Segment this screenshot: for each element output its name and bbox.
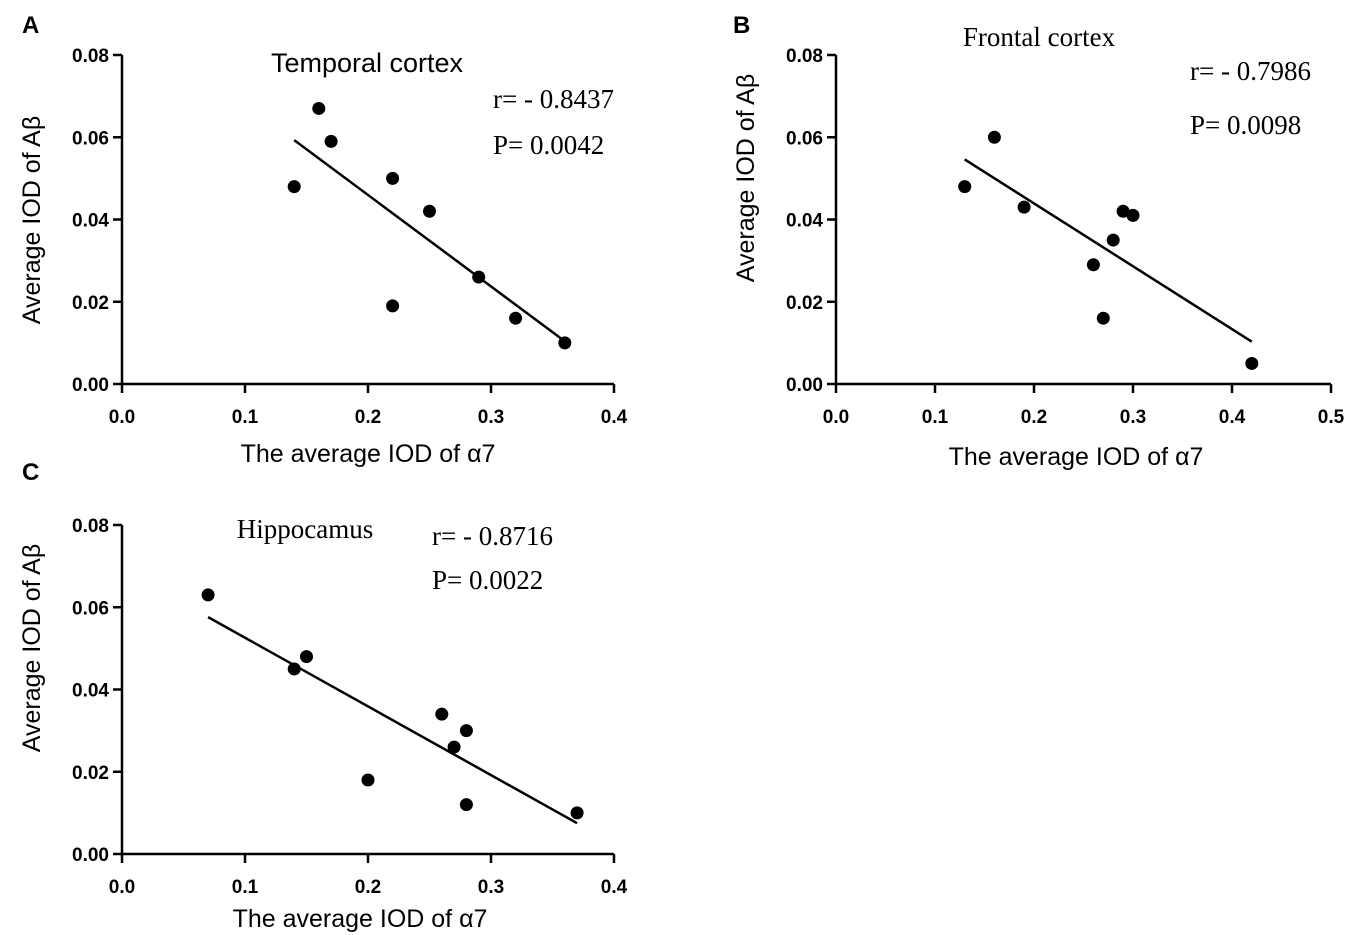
data-point bbox=[987, 130, 1001, 144]
y-tick-label: 0.02 bbox=[72, 293, 109, 314]
panel-label: B bbox=[733, 12, 750, 39]
data-point bbox=[287, 662, 301, 676]
y-tick-label: 0.06 bbox=[72, 598, 109, 619]
regression-line bbox=[964, 158, 1253, 343]
x-tick-label: 0.4 bbox=[601, 877, 628, 898]
x-tick-label: 0.2 bbox=[355, 407, 381, 428]
x-tick-label: 0.0 bbox=[109, 877, 135, 898]
data-point bbox=[1126, 208, 1140, 222]
chart-title: Temporal cortex bbox=[271, 48, 464, 78]
y-tick-label: 0.04 bbox=[786, 211, 823, 232]
x-tick-label: 0.2 bbox=[1021, 407, 1047, 428]
y-tick-label: 0.02 bbox=[786, 293, 823, 314]
data-point bbox=[570, 806, 584, 820]
data-point bbox=[312, 101, 326, 115]
data-point bbox=[435, 707, 449, 721]
panel-a: A 0.0 0.1 0.2 0.3 0.4 0.00 0.02 0.04 0.06 0.08 The … bbox=[18, 12, 628, 468]
data-point bbox=[1245, 356, 1259, 370]
x-axis-title: The average IOD of α7 bbox=[233, 905, 488, 933]
data-point bbox=[300, 650, 313, 664]
p-value-label: P= 0.0098 bbox=[1190, 110, 1301, 140]
y-tick-label: 0.08 bbox=[72, 516, 109, 537]
x-tick-label: 0.0 bbox=[109, 407, 135, 428]
data-point bbox=[386, 299, 400, 313]
y-axis-title: Average IOD of Aβ bbox=[18, 116, 46, 324]
data-point bbox=[1106, 233, 1120, 247]
data-point bbox=[287, 180, 301, 194]
data-point bbox=[423, 204, 436, 218]
x-tick-label: 0.3 bbox=[1120, 407, 1146, 428]
x-tick-label: 0.3 bbox=[478, 407, 504, 428]
regression-line bbox=[293, 139, 566, 343]
correlation-r-label: r= - 0.8716 bbox=[432, 521, 553, 551]
x-axis-title: The average IOD of α7 bbox=[949, 443, 1204, 471]
panel-label: A bbox=[22, 12, 39, 39]
data-point bbox=[1116, 204, 1130, 218]
y-tick-label: 0.00 bbox=[72, 845, 109, 866]
x-tick-label: 0.0 bbox=[823, 407, 849, 428]
data-point bbox=[958, 180, 972, 194]
correlation-r-label: r= - 0.7986 bbox=[1190, 56, 1311, 86]
y-tick-label: 0.06 bbox=[786, 128, 823, 149]
data-point bbox=[472, 270, 486, 284]
data-point bbox=[509, 311, 523, 325]
x-tick-label: 0.1 bbox=[922, 407, 949, 428]
chart-title: Hippocamus bbox=[237, 514, 373, 544]
data-point bbox=[386, 171, 400, 185]
panel-c: C 0.0 0.1 0.2 0.3 0.4 0.00 0.02 0.04 0.06 0.08 The … bbox=[18, 459, 628, 933]
panel-label: C bbox=[22, 459, 39, 486]
y-tick-label: 0.06 bbox=[72, 128, 109, 149]
data-point bbox=[1086, 258, 1100, 272]
x-tick-label: 0.4 bbox=[1219, 407, 1246, 428]
panel-b: B 0.0 0.1 0.2 0.3 0.4 0.5 0.00 0.02 0.04 0.06 0.08 T… bbox=[732, 12, 1345, 471]
p-value-label: P= 0.0022 bbox=[432, 565, 543, 595]
regression-line bbox=[207, 616, 578, 825]
y-tick-label: 0.02 bbox=[72, 763, 109, 784]
data-point bbox=[558, 336, 572, 350]
y-tick-label: 0.00 bbox=[72, 375, 109, 396]
chart-title: Frontal cortex bbox=[963, 22, 1116, 52]
x-axis-title: The average IOD of α7 bbox=[241, 440, 496, 468]
y-tick-label: 0.08 bbox=[786, 46, 823, 67]
data-point bbox=[447, 740, 461, 754]
y-tick-label: 0.00 bbox=[786, 375, 823, 396]
correlation-r-label: r= - 0.8437 bbox=[493, 84, 614, 114]
x-tick-label: 0.4 bbox=[601, 407, 628, 428]
data-point bbox=[1017, 200, 1031, 214]
y-tick-label: 0.04 bbox=[72, 211, 109, 232]
y-tick-label: 0.08 bbox=[72, 46, 109, 67]
x-tick-label: 0.1 bbox=[232, 877, 259, 898]
data-point bbox=[1096, 311, 1110, 325]
y-tick-label: 0.04 bbox=[72, 681, 109, 702]
data-point bbox=[324, 134, 338, 148]
p-value-label: P= 0.0042 bbox=[493, 130, 604, 160]
x-tick-label: 0.2 bbox=[355, 877, 381, 898]
x-tick-label: 0.1 bbox=[232, 407, 259, 428]
data-point bbox=[201, 588, 215, 602]
x-tick-label: 0.3 bbox=[478, 877, 504, 898]
data-point bbox=[361, 773, 375, 787]
data-point bbox=[459, 724, 473, 738]
x-tick-label: 0.5 bbox=[1318, 407, 1345, 428]
y-axis-title: Average IOD of Aβ bbox=[732, 74, 760, 282]
y-axis-title: Average IOD of Aβ bbox=[18, 544, 46, 752]
data-point bbox=[459, 798, 473, 812]
